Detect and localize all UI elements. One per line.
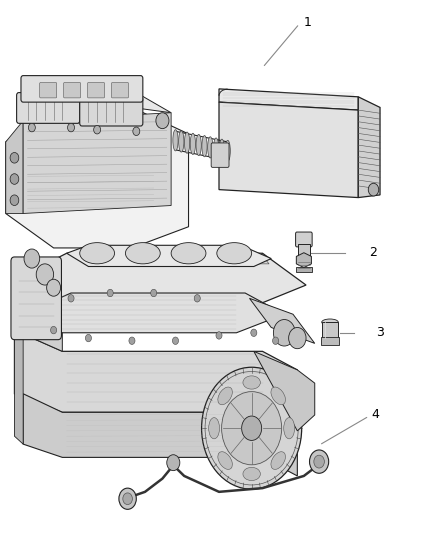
Bar <box>321 337 339 345</box>
Ellipse shape <box>196 134 201 156</box>
Circle shape <box>222 392 282 465</box>
FancyBboxPatch shape <box>17 93 80 123</box>
Ellipse shape <box>184 132 190 154</box>
Bar <box>322 322 338 338</box>
Circle shape <box>273 319 295 346</box>
Text: 3: 3 <box>376 326 384 340</box>
Ellipse shape <box>271 387 286 405</box>
Ellipse shape <box>173 130 178 151</box>
Circle shape <box>173 337 179 344</box>
Polygon shape <box>23 394 297 476</box>
FancyBboxPatch shape <box>40 83 57 98</box>
Circle shape <box>151 289 157 297</box>
FancyBboxPatch shape <box>64 83 81 98</box>
Circle shape <box>216 332 222 339</box>
Text: 1: 1 <box>304 16 312 29</box>
Circle shape <box>28 123 35 132</box>
Ellipse shape <box>218 387 232 405</box>
Ellipse shape <box>217 243 252 264</box>
Polygon shape <box>23 293 284 333</box>
Circle shape <box>47 279 60 296</box>
Ellipse shape <box>243 376 260 389</box>
Polygon shape <box>14 280 62 351</box>
Polygon shape <box>219 102 358 198</box>
Circle shape <box>10 195 19 206</box>
Circle shape <box>24 249 40 268</box>
Ellipse shape <box>202 135 207 157</box>
Ellipse shape <box>284 418 295 439</box>
Ellipse shape <box>179 131 184 152</box>
Text: 2: 2 <box>369 246 377 259</box>
Polygon shape <box>23 89 171 115</box>
FancyBboxPatch shape <box>21 76 143 102</box>
Circle shape <box>133 127 140 135</box>
Ellipse shape <box>322 319 338 325</box>
Ellipse shape <box>171 243 206 264</box>
Circle shape <box>36 264 53 285</box>
Circle shape <box>107 289 113 297</box>
Polygon shape <box>14 330 297 431</box>
Ellipse shape <box>125 243 160 264</box>
Circle shape <box>272 337 279 344</box>
FancyBboxPatch shape <box>112 83 128 98</box>
Ellipse shape <box>208 137 213 158</box>
Ellipse shape <box>80 243 115 264</box>
Polygon shape <box>6 120 23 214</box>
Polygon shape <box>14 253 306 306</box>
Circle shape <box>156 113 169 128</box>
Circle shape <box>289 327 306 349</box>
Circle shape <box>310 450 328 473</box>
Ellipse shape <box>190 133 195 155</box>
Circle shape <box>85 334 92 342</box>
Polygon shape <box>226 253 269 264</box>
Polygon shape <box>23 113 171 214</box>
Circle shape <box>123 493 132 505</box>
Polygon shape <box>250 298 315 343</box>
Circle shape <box>68 295 74 302</box>
Polygon shape <box>176 253 219 264</box>
Polygon shape <box>125 253 169 264</box>
Ellipse shape <box>219 139 225 160</box>
Polygon shape <box>14 280 23 444</box>
Text: 4: 4 <box>371 408 379 422</box>
FancyBboxPatch shape <box>211 143 229 167</box>
Ellipse shape <box>218 451 232 470</box>
Circle shape <box>201 367 302 489</box>
Bar <box>298 244 310 256</box>
Bar <box>296 266 312 272</box>
Polygon shape <box>67 245 271 266</box>
Circle shape <box>10 174 19 184</box>
Polygon shape <box>297 253 311 268</box>
Circle shape <box>368 183 379 196</box>
Circle shape <box>314 455 325 468</box>
FancyBboxPatch shape <box>88 83 105 98</box>
Circle shape <box>129 337 135 344</box>
Circle shape <box>194 295 200 302</box>
Ellipse shape <box>271 451 286 470</box>
FancyBboxPatch shape <box>296 232 312 247</box>
Ellipse shape <box>213 138 219 159</box>
Polygon shape <box>358 97 380 198</box>
Circle shape <box>50 326 57 334</box>
FancyBboxPatch shape <box>11 257 61 340</box>
Ellipse shape <box>225 140 230 161</box>
FancyBboxPatch shape <box>80 97 143 126</box>
Polygon shape <box>219 89 358 110</box>
Circle shape <box>119 488 136 510</box>
Circle shape <box>251 329 257 336</box>
Circle shape <box>242 416 261 440</box>
Polygon shape <box>254 351 315 431</box>
Circle shape <box>67 123 74 132</box>
Polygon shape <box>6 108 188 248</box>
Circle shape <box>94 125 101 134</box>
Polygon shape <box>75 253 119 264</box>
Circle shape <box>167 455 180 471</box>
Circle shape <box>10 152 19 163</box>
Ellipse shape <box>243 467 260 481</box>
Ellipse shape <box>208 418 219 439</box>
